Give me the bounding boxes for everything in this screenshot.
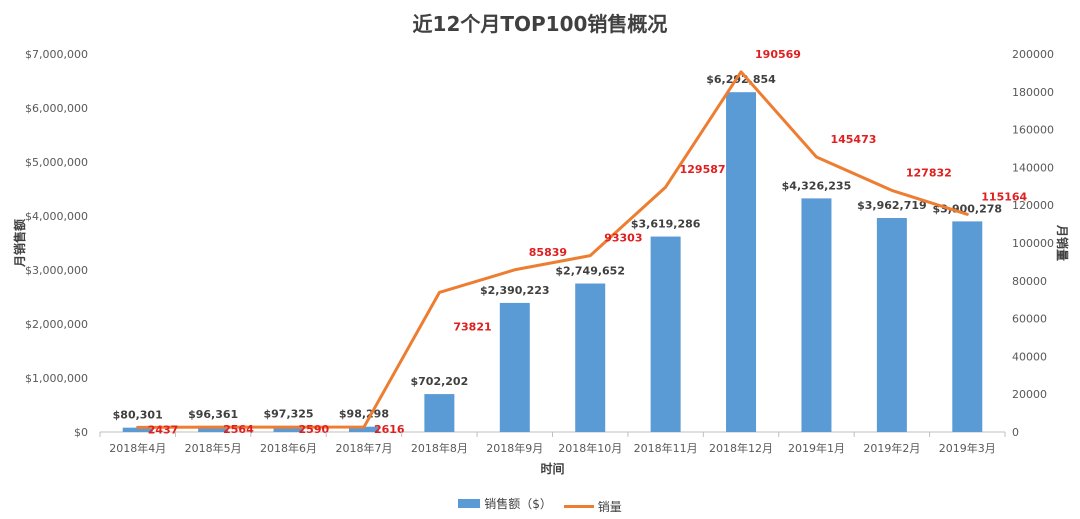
right-axis-tick-label: 160000 <box>1012 124 1054 137</box>
legend-item-volume: 销量 <box>563 498 622 515</box>
x-axis-tick-label: 2019年1月 <box>788 441 845 455</box>
left-axis-tick-label: $1,000,000 <box>25 372 88 385</box>
left-axis-tick-labels: $0 $1,000,000 $2,000,000 $3,000,000 $4,000,0… <box>25 48 88 439</box>
bar <box>198 426 229 432</box>
sales-volume-line <box>136 70 969 429</box>
x-axis-tick-label: 2018年4月 <box>109 441 166 455</box>
line-data-label: 129587 <box>680 163 726 176</box>
bar-data-label: $3,962,719 <box>857 199 927 212</box>
right-axis-title: 月销量 <box>1055 224 1070 261</box>
bar <box>424 394 455 432</box>
x-axis-tick-label: 2018年12月 <box>709 441 773 455</box>
left-axis-tick-label: $0 <box>74 426 88 439</box>
line-data-label: 85839 <box>529 246 567 259</box>
line-data-label: 2590 <box>299 423 330 436</box>
legend-bar-swatch <box>458 499 481 508</box>
bar-data-label: $98,298 <box>339 408 389 421</box>
legend-label-volume: 销量 <box>597 500 622 514</box>
x-axis-tick-label: 2018年5月 <box>185 441 242 455</box>
bar-series <box>122 92 983 432</box>
right-axis-tick-label: 200000 <box>1012 48 1054 61</box>
line-data-label: 93303 <box>604 232 642 245</box>
line-data-label: 115164 <box>981 190 1027 203</box>
line-data-label: 2437 <box>148 423 179 436</box>
bar <box>650 236 681 432</box>
chart-title: 近12个月TOP100销售概况 <box>412 12 668 36</box>
bar <box>952 221 983 432</box>
legend-line-swatch <box>563 505 594 508</box>
x-axis-title: 时间 <box>540 461 564 476</box>
line-series <box>136 70 969 429</box>
x-axis-tick-label: 2018年11月 <box>634 441 698 455</box>
bar <box>499 302 530 432</box>
bar <box>122 427 153 432</box>
line-data-label: 2564 <box>223 423 254 436</box>
x-axis-tick-label: 2018年6月 <box>260 441 317 455</box>
right-axis-tick-label: 60000 <box>1012 313 1047 326</box>
legend-label-sales: 销售额（$） <box>484 497 552 511</box>
bar-data-label: $4,326,235 <box>782 179 852 192</box>
left-axis-tick-label: $4,000,000 <box>25 210 88 223</box>
bar-data-label: $80,301 <box>113 409 163 422</box>
right-axis-tick-label: 140000 <box>1012 161 1054 174</box>
line-data-label: 127832 <box>906 166 952 179</box>
line-data-label: 73821 <box>453 320 491 333</box>
right-axis-tick-label: 180000 <box>1012 86 1054 99</box>
bar-data-label: $6,292,854 <box>706 73 776 86</box>
bar-data-label: $2,390,223 <box>480 284 550 297</box>
bar <box>726 92 757 432</box>
bar <box>575 283 606 432</box>
left-axis-tick-label: $2,000,000 <box>25 318 88 331</box>
x-axis-tick-label: 2018年10月 <box>558 441 622 455</box>
legend: 销售额（$） 销量 <box>0 495 1080 515</box>
right-axis-tick-label: 120000 <box>1012 199 1054 212</box>
right-axis-tick-label: 20000 <box>1012 388 1047 401</box>
x-axis-tick-label: 2019年3月 <box>939 441 996 455</box>
line-data-label: 2616 <box>374 423 405 436</box>
right-axis-tick-label: 100000 <box>1012 237 1054 250</box>
bar <box>876 218 907 432</box>
bar <box>801 198 832 432</box>
left-axis-tick-label: $7,000,000 <box>25 48 88 61</box>
bar-data-label: $2,749,652 <box>555 265 625 278</box>
right-axis-tick-label: 80000 <box>1012 275 1047 288</box>
x-axis-tick-label: 2018年9月 <box>486 441 543 455</box>
legend-item-sales: 销售额（$） <box>458 495 552 512</box>
bar-data-labels: $80,301 $96,361 $97,325 $98,298 $702,202 $2,3… <box>113 73 1002 421</box>
x-axis-tick-label: 2018年7月 <box>335 441 392 455</box>
bar-data-label: $3,619,286 <box>631 218 701 231</box>
right-axis-tick-label: 0 <box>1012 426 1019 439</box>
right-axis-tick-label: 40000 <box>1012 350 1047 363</box>
x-axis-tick-label: 2018年8月 <box>411 441 468 455</box>
bar-data-label: $96,361 <box>188 408 238 421</box>
line-data-label: 145473 <box>830 133 876 146</box>
bar <box>273 426 304 432</box>
x-axis-tick-labels: 2018年4月 2018年5月 2018年6月 2018年7月 2018年8月 2018年… <box>99 432 1006 455</box>
line-data-labels: 2437 2564 2590 2616 73821 85839 93303 129587 190… <box>148 48 1028 437</box>
x-axis-tick-label: 2019年2月 <box>863 441 920 455</box>
left-axis-title: 月销售额 <box>12 219 27 268</box>
bar <box>348 426 379 432</box>
left-axis-tick-label: $3,000,000 <box>25 264 88 277</box>
bar-data-label: $3,900,278 <box>932 202 1002 215</box>
bar-data-label: $702,202 <box>410 375 468 388</box>
bar-data-label: $97,325 <box>263 408 313 421</box>
line-data-label: 190569 <box>755 48 801 61</box>
left-axis-tick-label: $6,000,000 <box>25 102 88 115</box>
right-axis-tick-labels: 0 20000 40000 60000 80000 100000 120000 140000 1… <box>1012 48 1054 439</box>
left-axis-tick-label: $5,000,000 <box>25 156 88 169</box>
